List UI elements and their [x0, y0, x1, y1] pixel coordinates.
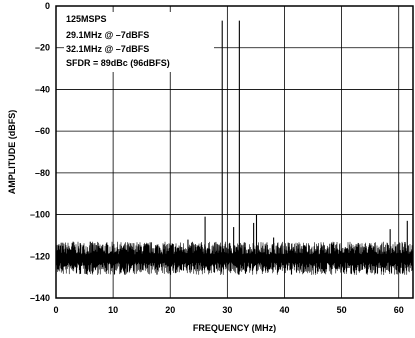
annotation-background [64, 12, 214, 72]
plot-frame [55, 5, 414, 299]
y-tick-label: –140 [30, 293, 50, 303]
x-tick-label: 20 [165, 305, 175, 315]
y-axis-title: AMPLITUDE (dBFS) [7, 110, 17, 195]
y-tick-label: –100 [30, 210, 50, 220]
spectrum-trace [55, 20, 414, 276]
x-tick-label: 50 [337, 305, 347, 315]
plot-border [55, 5, 414, 299]
x-axis-title: FREQUENCY (MHz) [193, 323, 276, 333]
x-tick-labels: 0 10 20 30 40 50 60 [53, 305, 403, 315]
noise-floor-trace [55, 241, 414, 276]
x-tick-label: 60 [394, 305, 404, 315]
x-tick-label: 40 [279, 305, 289, 315]
y-tick-label: –120 [30, 251, 50, 261]
y-tick-label: –60 [35, 126, 50, 136]
y-tick-labels: 0 –20 –40 –60 –80 –100 –120 –140 [30, 1, 50, 303]
annotation-tone-2: 32.1MHz @ –7dBFS [66, 44, 149, 54]
y-tick-label: 0 [45, 1, 50, 11]
annotation-box: 125MSPS 29.1MHz @ –7dBFS 32.1MHz @ –7dBF… [64, 12, 214, 72]
annotation-tone-1: 29.1MHz @ –7dBFS [66, 30, 149, 40]
y-tick-label: –40 [35, 84, 50, 94]
annotation-sfdr: SFDR = 89dBc (96dBFS) [66, 58, 170, 68]
x-tick-label: 10 [108, 305, 118, 315]
x-tick-label: 0 [53, 305, 58, 315]
y-tick-label: –80 [35, 168, 50, 178]
y-tick-label: –20 [35, 43, 50, 53]
x-tick-label: 30 [222, 305, 232, 315]
annotation-sample-rate: 125MSPS [66, 14, 107, 24]
